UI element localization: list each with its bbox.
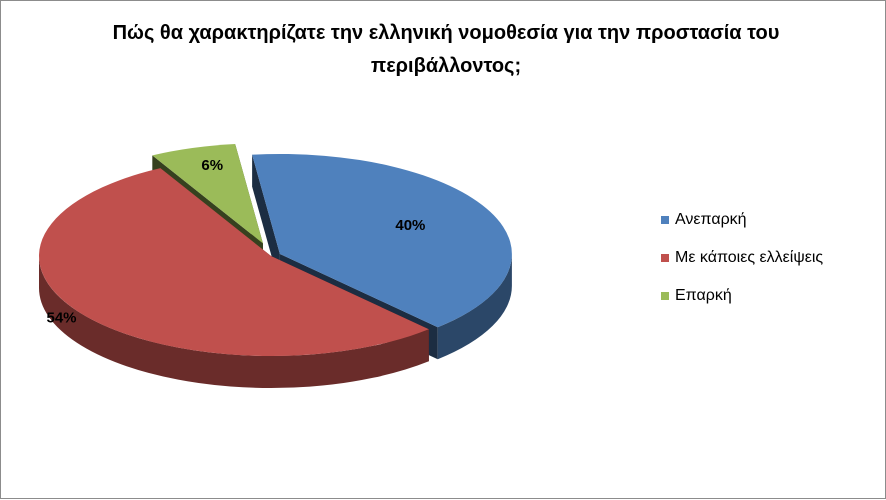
pie-slice-inadequate [252, 153, 512, 328]
legend-item: Ανεπαρκή [661, 201, 823, 239]
legend: Ανεπαρκή Με κάποιες ελλείψεις Επαρκή [661, 201, 823, 315]
legend-item: Επαρκή [661, 277, 823, 315]
data-label: 40% [395, 217, 425, 234]
legend-label: Επαρκή [675, 287, 732, 304]
data-label: 6% [201, 157, 223, 174]
legend-item: Με κάποιες ελλείψεις [661, 239, 823, 277]
data-label: 54% [47, 309, 77, 326]
legend-label: Ανεπαρκή [675, 211, 747, 228]
pie-slice-with-deficiencies [38, 168, 429, 356]
pie-slice-side [39, 256, 429, 388]
legend-swatch [661, 254, 669, 262]
pie-slice-adequate [152, 144, 263, 244]
legend-swatch [661, 292, 669, 300]
pie-slice-wall [252, 154, 280, 286]
pie-slice-side [437, 253, 512, 360]
legend-label: Με κάποιες ελλείψεις [675, 249, 824, 266]
chart-title: Πώς θα χαρακτηρίζατε την ελληνική νομοθε… [112, 22, 780, 77]
legend-swatch [661, 216, 669, 224]
